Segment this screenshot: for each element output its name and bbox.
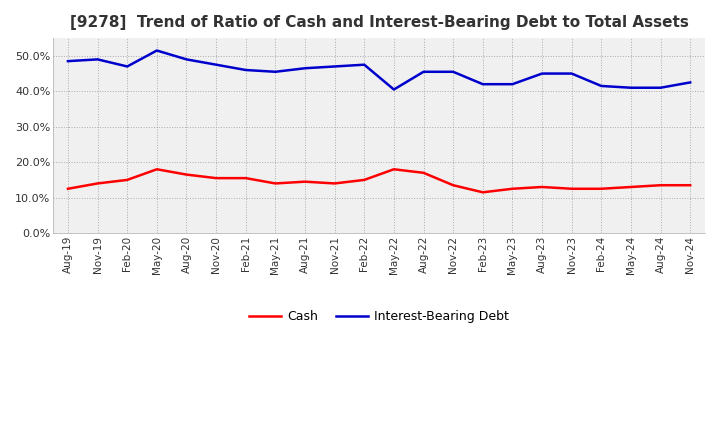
Interest-Bearing Debt (153, 48, 161, 53)
Interest-Bearing Debt (538, 71, 546, 76)
Cash (479, 190, 487, 195)
Interest-Bearing Debt (271, 69, 279, 74)
Interest-Bearing Debt (123, 64, 132, 69)
Interest-Bearing Debt (508, 81, 517, 87)
Cash (301, 179, 310, 184)
Cash (390, 167, 398, 172)
Cash (241, 176, 250, 181)
Line: Interest-Bearing Debt: Interest-Bearing Debt (68, 51, 690, 89)
Interest-Bearing Debt (360, 62, 369, 67)
Interest-Bearing Debt (390, 87, 398, 92)
Cash (449, 183, 457, 188)
Cash (153, 167, 161, 172)
Cash (656, 183, 665, 188)
Cash (212, 176, 220, 181)
Cash (686, 183, 695, 188)
Interest-Bearing Debt (212, 62, 220, 67)
Interest-Bearing Debt (597, 83, 606, 88)
Cash (182, 172, 191, 177)
Line: Cash: Cash (68, 169, 690, 192)
Cash (360, 177, 369, 183)
Interest-Bearing Debt (686, 80, 695, 85)
Cash (419, 170, 428, 176)
Interest-Bearing Debt (626, 85, 635, 90)
Interest-Bearing Debt (182, 57, 191, 62)
Title: [9278]  Trend of Ratio of Cash and Interest-Bearing Debt to Total Assets: [9278] Trend of Ratio of Cash and Intere… (70, 15, 688, 30)
Interest-Bearing Debt (449, 69, 457, 74)
Cash (508, 186, 517, 191)
Cash (626, 184, 635, 190)
Interest-Bearing Debt (656, 85, 665, 90)
Interest-Bearing Debt (301, 66, 310, 71)
Cash (63, 186, 72, 191)
Interest-Bearing Debt (241, 67, 250, 73)
Cash (567, 186, 576, 191)
Cash (123, 177, 132, 183)
Cash (330, 181, 339, 186)
Cash (538, 184, 546, 190)
Interest-Bearing Debt (479, 81, 487, 87)
Cash (271, 181, 279, 186)
Cash (597, 186, 606, 191)
Interest-Bearing Debt (567, 71, 576, 76)
Cash (94, 181, 102, 186)
Interest-Bearing Debt (419, 69, 428, 74)
Interest-Bearing Debt (330, 64, 339, 69)
Interest-Bearing Debt (63, 59, 72, 64)
Interest-Bearing Debt (94, 57, 102, 62)
Legend: Cash, Interest-Bearing Debt: Cash, Interest-Bearing Debt (244, 305, 514, 328)
